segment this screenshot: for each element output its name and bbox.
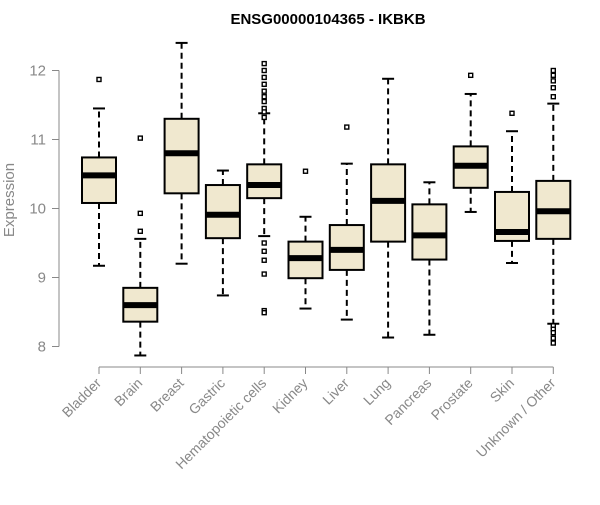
- x-tick-label: Brain: [111, 375, 145, 409]
- outlier-point: [344, 124, 350, 130]
- x-tick-label: Prostate: [428, 375, 476, 423]
- outlier-point: [261, 109, 267, 115]
- x-tick-label: Bladder: [59, 375, 105, 421]
- x-tick-label: Kidney: [269, 375, 311, 417]
- outlier-point: [261, 248, 267, 254]
- y-axis-label: Expression: [1, 163, 18, 237]
- box-iqr: [246, 163, 283, 200]
- outlier-point: [261, 114, 267, 121]
- outlier-point: [550, 67, 556, 74]
- box-group: [122, 135, 159, 357]
- outlier-point: [261, 60, 267, 67]
- outlier-point: [261, 98, 267, 105]
- box-group: [370, 77, 407, 339]
- outlier-point: [137, 210, 144, 217]
- outlier-point: [261, 74, 267, 81]
- x-tick-label: Skin: [487, 375, 518, 406]
- box-group: [287, 168, 324, 310]
- box-group: [328, 124, 365, 321]
- outlier-point: [509, 110, 515, 116]
- box-iqr: [204, 184, 241, 240]
- x-tick-label: Breast: [147, 375, 187, 415]
- box-iqr: [411, 203, 448, 261]
- outlier-point: [550, 85, 556, 91]
- outlier-point: [137, 228, 144, 234]
- box-group: [411, 181, 448, 336]
- outlier-point: [468, 72, 474, 79]
- box-group: [494, 110, 530, 265]
- box-group: [452, 72, 489, 213]
- x-tick-label: Lung: [360, 375, 393, 408]
- outlier-point: [261, 81, 267, 88]
- outlier-point: [261, 257, 267, 263]
- box-iqr: [81, 156, 117, 204]
- box-group: [163, 41, 200, 265]
- outlier-point: [261, 94, 267, 100]
- outlier-point: [550, 335, 556, 341]
- y-tick-label: 8: [38, 339, 46, 356]
- y-axis: 8 9 10 11 12: [29, 63, 60, 356]
- outlier-point: [550, 72, 556, 79]
- y-tick-label: 11: [30, 132, 46, 149]
- y-tick-label: 10: [29, 201, 46, 218]
- chart-title: ENSG00000104365 - IKBKB: [230, 11, 425, 28]
- outlier-point: [550, 78, 556, 84]
- outlier-point: [550, 94, 556, 100]
- outlier-point: [96, 76, 102, 83]
- outlier-point: [261, 67, 267, 74]
- outlier-point: [550, 330, 556, 336]
- outlier-point: [302, 168, 309, 174]
- box-group: [81, 76, 117, 267]
- outlier-point: [261, 240, 267, 246]
- y-tick-label: 9: [38, 270, 46, 287]
- box-group: [535, 67, 572, 346]
- y-tick-label: 12: [29, 63, 46, 80]
- x-tick-label: Liver: [319, 375, 352, 408]
- outlier-point: [261, 271, 267, 277]
- outlier-point: [550, 340, 556, 346]
- outlier-point: [137, 135, 144, 141]
- outlier-point: [261, 309, 267, 316]
- plot-area: [81, 41, 572, 357]
- box-group: [246, 60, 283, 316]
- box-group: [204, 169, 241, 297]
- outlier-point: [261, 88, 267, 94]
